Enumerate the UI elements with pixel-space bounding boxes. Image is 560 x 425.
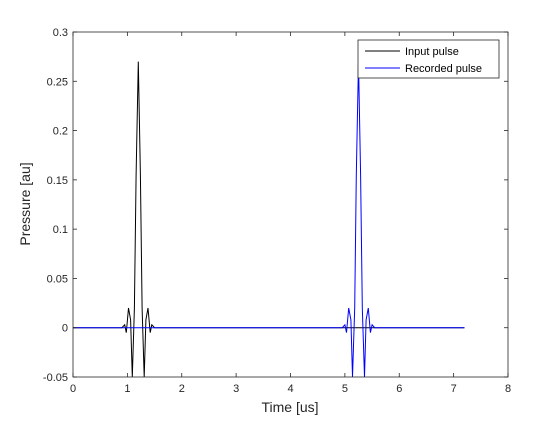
series-line-input-pulse <box>73 61 465 378</box>
legend-box <box>357 39 500 79</box>
x-tick-label: 8 <box>505 383 511 395</box>
x-tick-label: 5 <box>342 383 348 395</box>
x-tick-label: 2 <box>179 383 185 395</box>
x-tick-label: 0 <box>70 383 76 395</box>
x-tick-label: 7 <box>451 383 457 395</box>
y-tick-label: 0.2 <box>53 126 68 138</box>
y-tick-label: 0.05 <box>47 273 68 285</box>
x-tick-label: 1 <box>124 383 130 395</box>
y-tick-label: 0.25 <box>47 76 68 88</box>
x-tick-label: 4 <box>287 383 293 395</box>
y-axis-label: Pressure [au] <box>17 162 33 245</box>
x-axis-label: Time [us] <box>261 399 318 415</box>
y-tick-label: 0.15 <box>47 175 68 187</box>
y-tick-label: 0.1 <box>53 224 68 236</box>
y-tick-label: 0 <box>62 323 68 335</box>
y-tick-label: 0.3 <box>53 27 68 39</box>
legend-label-input-pulse: Input pulse <box>405 46 459 58</box>
legend: Input pulse Recorded pulse <box>357 39 500 79</box>
y-tick-label: -0.05 <box>43 372 68 384</box>
x-tick-label: 3 <box>233 383 239 395</box>
x-tick-label: 6 <box>396 383 402 395</box>
legend-label-recorded-pulse: Recorded pulse <box>405 63 482 75</box>
